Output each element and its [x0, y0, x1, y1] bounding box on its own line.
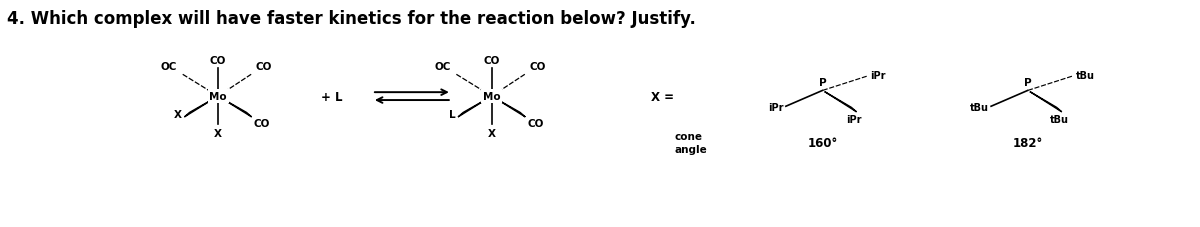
- Text: tBu: tBu: [970, 103, 989, 113]
- Polygon shape: [185, 98, 215, 117]
- Text: L: L: [449, 110, 456, 120]
- Text: 4. Which complex will have faster kinetics for the reaction below? Justify.: 4. Which complex will have faster kineti…: [7, 10, 696, 28]
- Text: + L: + L: [322, 90, 343, 103]
- Text: X =: X =: [652, 90, 674, 103]
- Text: tBu: tBu: [1075, 70, 1094, 80]
- Text: P: P: [818, 78, 826, 88]
- Polygon shape: [494, 98, 526, 117]
- Text: CO: CO: [529, 62, 546, 72]
- Text: P: P: [1024, 78, 1031, 88]
- Text: tBu: tBu: [1050, 115, 1069, 125]
- Text: X: X: [487, 128, 496, 138]
- Text: CO: CO: [254, 118, 270, 128]
- Text: iPr: iPr: [870, 70, 886, 80]
- Text: Mo: Mo: [482, 92, 500, 102]
- Text: 182°: 182°: [1013, 136, 1043, 149]
- Polygon shape: [221, 98, 252, 117]
- Text: CO: CO: [528, 118, 544, 128]
- Text: angle: angle: [674, 144, 707, 154]
- Text: 160°: 160°: [808, 136, 838, 149]
- Text: CO: CO: [210, 56, 227, 66]
- Text: cone: cone: [674, 131, 702, 141]
- Text: OC: OC: [434, 62, 451, 72]
- Text: X: X: [174, 110, 182, 120]
- Text: iPr: iPr: [768, 103, 784, 113]
- Text: Mo: Mo: [209, 92, 227, 102]
- Polygon shape: [458, 98, 488, 117]
- Text: X: X: [214, 128, 222, 138]
- Polygon shape: [824, 92, 857, 112]
- Text: CO: CO: [484, 56, 500, 66]
- Text: OC: OC: [161, 62, 176, 72]
- Polygon shape: [1030, 92, 1062, 112]
- Text: iPr: iPr: [846, 115, 862, 125]
- Text: CO: CO: [256, 62, 272, 72]
